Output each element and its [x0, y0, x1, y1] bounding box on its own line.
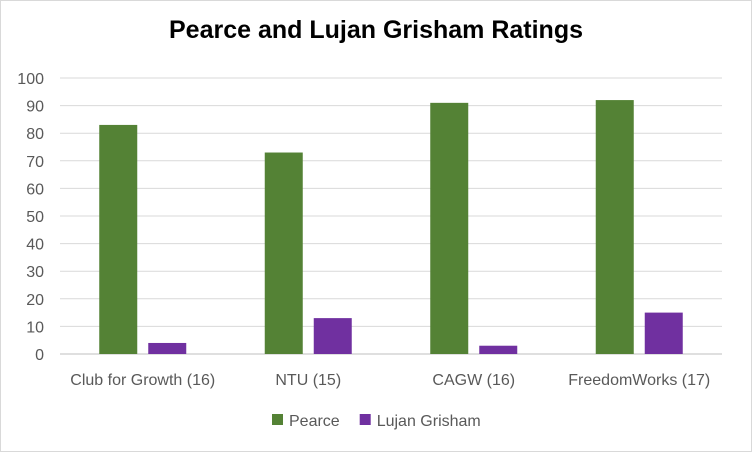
- bar-lujan-grisham: [479, 345, 518, 354]
- bar-lujan-grisham: [644, 312, 683, 354]
- y-tick-label: 80: [26, 126, 44, 143]
- y-tick-label: 70: [26, 154, 44, 171]
- x-tick-label: Club for Growth (16): [70, 372, 215, 389]
- y-tick-label: 50: [26, 209, 44, 226]
- legend-swatch: [272, 414, 283, 425]
- legend-swatch: [359, 414, 371, 425]
- y-tick-label: 0: [35, 347, 44, 364]
- bar-pearce: [430, 102, 469, 354]
- bar-pearce: [99, 124, 138, 354]
- x-tick-label: CAGW (16): [432, 372, 515, 389]
- bar-pearce: [264, 152, 303, 354]
- bar-lujan-grisham: [148, 342, 187, 354]
- y-tick-label: 60: [26, 181, 44, 198]
- y-tick-label: 30: [26, 264, 44, 281]
- y-tick-label: 100: [17, 71, 44, 88]
- legend-label: Lujan Grisham: [377, 413, 481, 430]
- legend-label: Pearce: [289, 413, 340, 430]
- y-tick-label: 40: [26, 237, 44, 254]
- x-tick-label: NTU (15): [275, 372, 341, 389]
- chart-title: Pearce and Lujan Grisham Ratings: [168, 16, 583, 44]
- y-tick-label: 90: [26, 99, 44, 116]
- x-tick-label: FreedomWorks (17): [568, 372, 710, 389]
- bar-lujan-grisham: [313, 318, 352, 354]
- y-tick-label: 10: [26, 319, 44, 336]
- y-tick-label: 20: [26, 292, 44, 309]
- bar-pearce: [595, 100, 634, 354]
